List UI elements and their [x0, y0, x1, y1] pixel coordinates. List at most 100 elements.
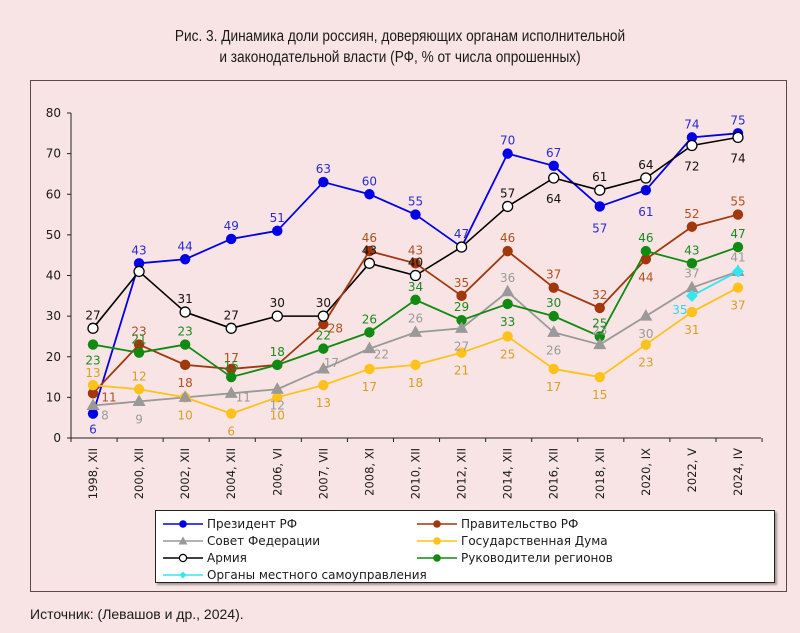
data-label: 35: [454, 276, 469, 290]
data-point: [410, 209, 421, 220]
data-label: 47: [454, 227, 469, 241]
data-point: [548, 363, 559, 375]
x-tick-label: 2018, XII: [593, 448, 607, 499]
data-label: 17: [324, 356, 339, 370]
data-point: [87, 388, 99, 399]
data-label: 55: [408, 195, 423, 209]
legend-label: Правительство РФ: [461, 516, 579, 531]
data-label: 30: [316, 296, 331, 310]
data-label: 51: [270, 211, 285, 225]
data-point: [271, 310, 283, 322]
legend-marker-open-circle-black: [163, 553, 203, 562]
data-label: 31: [177, 292, 192, 306]
data-label: 43: [408, 243, 423, 257]
data-point: [456, 290, 467, 302]
x-tick-label: 2000, XII: [132, 448, 146, 499]
data-label: 27: [224, 308, 239, 322]
data-point: [640, 254, 652, 265]
data-label: 27: [85, 308, 100, 322]
data-point: [455, 321, 469, 333]
data-label: 10: [177, 408, 192, 422]
data-label: 46: [500, 231, 515, 245]
y-tick-label: 70: [46, 147, 61, 161]
x-tick-label: 2016, XII: [547, 448, 561, 499]
data-label: 13: [316, 396, 331, 410]
data-label: 26: [546, 343, 561, 357]
data-point: [362, 341, 376, 354]
legend-item-army: Армия: [162, 549, 247, 566]
chart-title-line-2: и законодательной власти (РФ, % от числа…: [219, 49, 581, 66]
data-point: [686, 139, 698, 152]
data-label: 13: [85, 366, 100, 380]
legend-label: Государственная Дума: [461, 533, 608, 548]
data-point: [732, 282, 744, 293]
data-label: 6: [89, 423, 97, 437]
legend-item-state-duma: Государственная Дума: [416, 532, 608, 549]
data-label: 64: [546, 192, 561, 206]
data-point: [548, 160, 559, 172]
legend-item-federation-council: Совет Федерации: [162, 532, 320, 549]
data-label: 37: [546, 268, 561, 282]
data-label: 37: [730, 299, 745, 313]
data-point: [364, 363, 375, 375]
data-label: 9: [135, 412, 143, 426]
y-tick-label: 60: [46, 187, 61, 201]
data-label: 21: [131, 333, 146, 347]
data-point: [640, 245, 652, 257]
data-label: 18: [177, 376, 192, 390]
legend-marker-triangle-gray: [163, 536, 203, 544]
y-tick-label: 80: [46, 106, 61, 120]
x-tick-label: 2014, XII: [501, 448, 515, 499]
data-label: 29: [454, 300, 469, 314]
data-point: [133, 347, 145, 358]
data-label: 37: [684, 267, 699, 281]
data-point: [640, 172, 652, 184]
y-tick-label: 0: [53, 431, 61, 445]
data-point: [409, 269, 422, 282]
data-label: 21: [454, 364, 469, 378]
series-line-Государственная Дума: [92, 286, 739, 415]
data-point: [87, 322, 99, 334]
data-label: 17: [362, 380, 377, 394]
data-label: 22: [374, 348, 389, 362]
data-point: [501, 200, 514, 213]
data-label: 26: [362, 312, 377, 326]
series-markers: [86, 128, 745, 419]
data-point: [270, 382, 284, 394]
y-tick-label: 10: [46, 390, 61, 404]
data-point: [179, 339, 191, 350]
data-point: [133, 258, 145, 269]
legend-label: Совет Федерации: [207, 533, 321, 548]
data-point: [133, 339, 145, 350]
x-tick-label: 2004, XII: [224, 448, 238, 499]
data-label: 30: [638, 327, 653, 341]
data-label: 57: [592, 221, 607, 235]
chart-legend: Президент РФ Совет Федерации Армия Орган…: [155, 510, 775, 583]
data-point: [87, 408, 99, 419]
data-point: [318, 176, 329, 188]
data-point: [639, 309, 653, 321]
data-label: 18: [408, 376, 423, 390]
data-label: 11: [101, 390, 116, 404]
data-label: 23: [177, 325, 192, 339]
data-label: 36: [500, 271, 515, 285]
x-tick-label: 2022, V: [685, 448, 699, 493]
legend-label: Руководители регионов: [461, 550, 613, 565]
data-point: [178, 390, 192, 402]
x-tick-label: 2002, XII: [178, 448, 192, 499]
data-label: 46: [362, 231, 377, 245]
y-tick-label: 40: [46, 269, 61, 283]
data-label: 15: [224, 359, 239, 373]
chart-frame: [30, 80, 787, 592]
data-label: 25: [500, 347, 515, 361]
data-point: [226, 371, 237, 383]
data-label: 10: [270, 408, 285, 422]
data-label: 26: [408, 311, 423, 325]
x-tick-label: 1998, XII: [86, 448, 100, 499]
data-label: 47: [730, 227, 745, 241]
data-point: [364, 327, 375, 338]
data-label: 35: [672, 303, 687, 317]
data-point: [548, 282, 559, 293]
data-label: 17: [224, 351, 239, 365]
